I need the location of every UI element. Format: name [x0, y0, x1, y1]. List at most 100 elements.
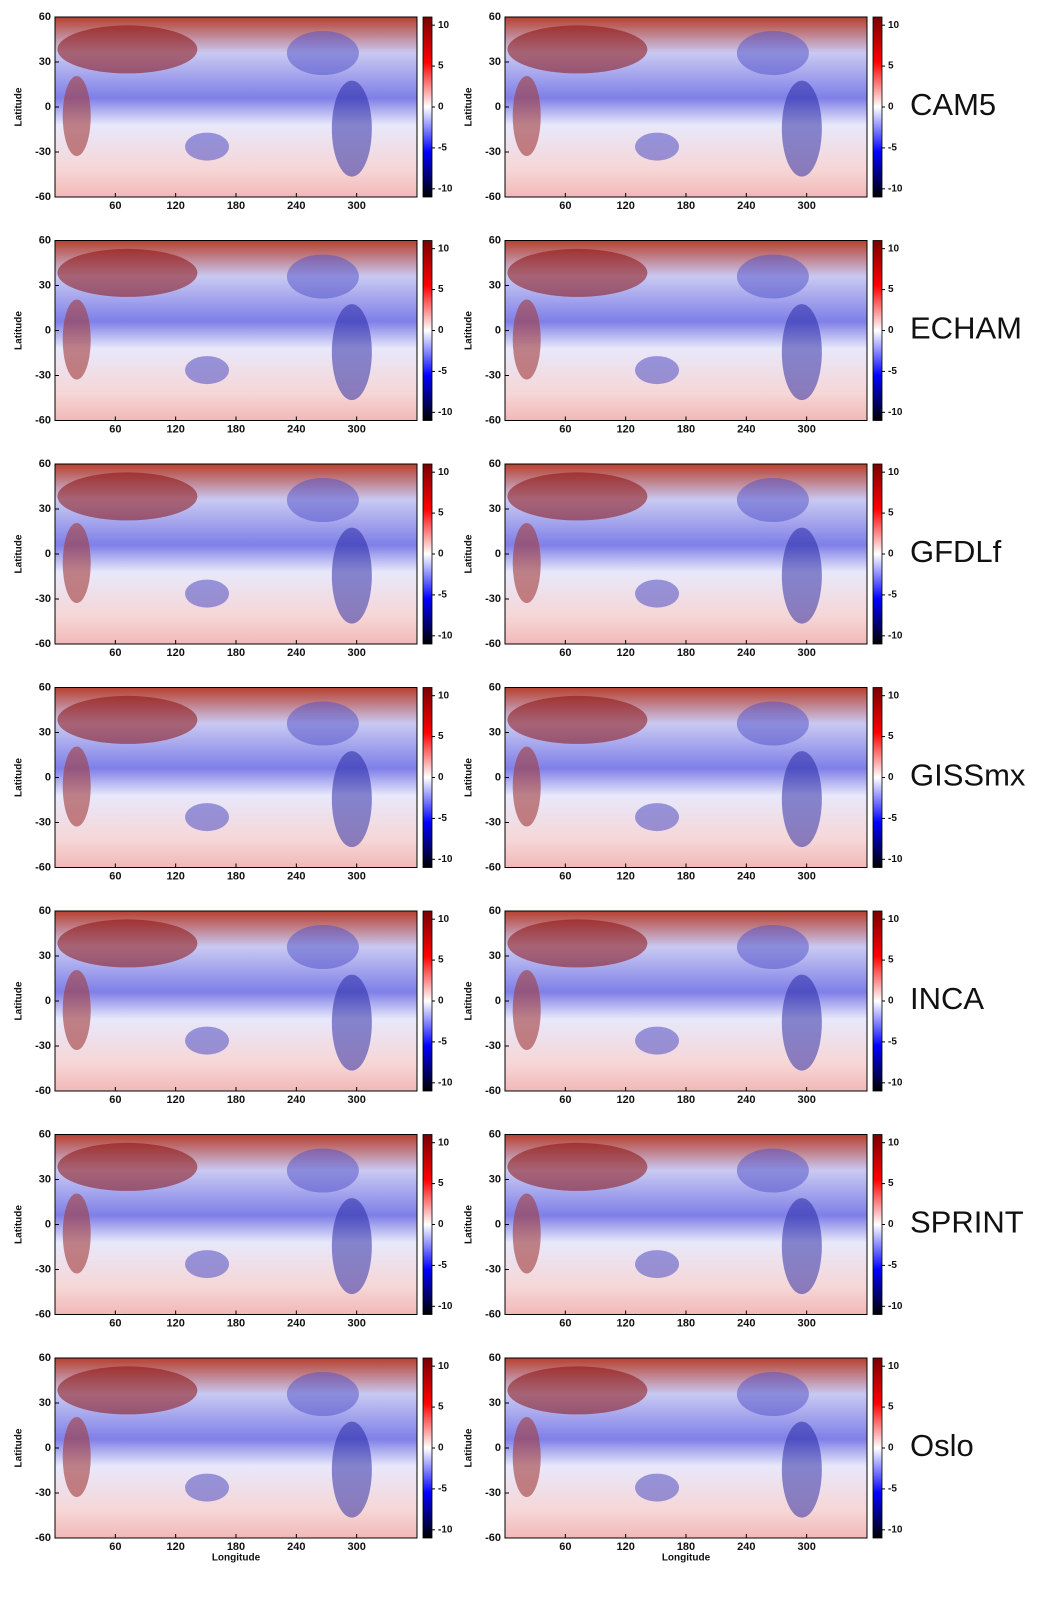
model-label: GFDLf [910, 534, 1002, 569]
continent [185, 1473, 230, 1502]
y-tick-label: 0 [45, 995, 51, 1007]
model-label: SPRINT [910, 1205, 1024, 1240]
x-tick-label: 300 [797, 1541, 815, 1553]
y-tick-label: 0 [495, 548, 501, 560]
colorbar-tick-label: 0 [888, 1443, 894, 1454]
continent [736, 31, 809, 75]
y-tick-label: 0 [495, 101, 501, 113]
continent [57, 919, 198, 968]
colorbar-tick-label: 10 [438, 243, 450, 254]
colorbar-tick-label: -5 [888, 1484, 897, 1495]
x-tick-label: 60 [559, 1317, 571, 1329]
x-tick-label: 120 [616, 870, 634, 882]
y-tick-label: 60 [39, 681, 51, 693]
continent [635, 1473, 680, 1502]
colorbar-tick-label: -5 [888, 1260, 897, 1271]
x-tick-label: 120 [166, 1317, 184, 1329]
colorbar-tick-label: 5 [888, 1178, 894, 1189]
colorbar-tick-label: 10 [438, 20, 450, 31]
colorbar-tick-label: 10 [438, 690, 450, 701]
y-tick-label: 60 [39, 234, 51, 246]
x-tick-label: 60 [109, 1317, 121, 1329]
continent [781, 304, 822, 401]
x-tick-label: 180 [227, 1094, 245, 1106]
continent [781, 1198, 822, 1295]
x-tick-label: 300 [797, 200, 815, 212]
x-tick-label: 60 [109, 1541, 121, 1553]
colorbar [872, 1134, 883, 1315]
colorbar-tick-label: 5 [888, 731, 894, 742]
colorbar-tick-label: 5 [888, 955, 894, 966]
x-tick-label: 240 [287, 423, 305, 435]
y-tick-label: 0 [45, 101, 51, 113]
continent [635, 356, 680, 385]
colorbar-tick-label: -10 [888, 1524, 903, 1535]
continent [286, 701, 359, 746]
continent [781, 751, 822, 848]
continent [62, 746, 91, 827]
y-axis-label: Latitude [14, 981, 25, 1020]
colorbar-tick-label: 10 [438, 1361, 450, 1372]
y-axis-label: Latitude [464, 311, 475, 350]
continent [512, 1193, 541, 1274]
y-tick-label: 30 [39, 1173, 51, 1185]
y-tick-label: -30 [485, 1263, 501, 1275]
colorbar-tick-label: -5 [438, 1484, 447, 1495]
y-tick-label: 0 [45, 1218, 51, 1230]
y-tick-label: 0 [495, 995, 501, 1007]
x-axis-label: Longitude [662, 1553, 711, 1564]
continent [286, 925, 359, 969]
y-tick-label: -30 [35, 1040, 51, 1052]
colorbar-tick-label: 10 [888, 914, 900, 925]
continent [781, 80, 822, 177]
y-tick-label: -30 [485, 146, 501, 158]
x-tick-label: 180 [227, 200, 245, 212]
colorbar-tick-label: 10 [888, 20, 900, 31]
continent [507, 472, 648, 521]
colorbar-tick-label: 10 [438, 1137, 450, 1148]
continent [62, 1193, 91, 1274]
x-tick-label: 120 [616, 1094, 634, 1106]
x-axis-label: Longitude [212, 1553, 261, 1564]
y-tick-label: -60 [485, 638, 501, 650]
x-tick-label: 240 [287, 1317, 305, 1329]
continent [331, 527, 372, 624]
y-tick-label: 0 [495, 324, 501, 336]
x-tick-label: 180 [677, 1317, 695, 1329]
x-tick-label: 300 [797, 423, 815, 435]
continent [57, 1366, 198, 1415]
x-tick-label: 300 [347, 200, 365, 212]
continent [185, 579, 230, 608]
x-tick-label: 60 [559, 200, 571, 212]
y-tick-label: 60 [489, 11, 501, 23]
continent [57, 248, 198, 297]
x-tick-label: 300 [797, 647, 815, 659]
colorbar-tick-label: 10 [888, 690, 900, 701]
x-tick-label: 240 [287, 1094, 305, 1106]
y-tick-label: 0 [495, 1442, 501, 1454]
continent [512, 76, 541, 156]
colorbar-tick-label: 0 [438, 549, 444, 560]
x-tick-label: 60 [559, 870, 571, 882]
x-tick-label: 120 [616, 647, 634, 659]
colorbar [872, 687, 883, 868]
y-tick-label: 30 [489, 1397, 501, 1409]
colorbar-tick-label: 0 [888, 996, 894, 1007]
continent [736, 1148, 809, 1193]
colorbar-tick-label: 5 [438, 1402, 444, 1413]
colorbar [872, 240, 883, 421]
model-label: ECHAM [910, 311, 1022, 346]
y-tick-label: -60 [35, 414, 51, 426]
colorbar-tick-label: -5 [888, 813, 897, 824]
colorbar-tick-label: 0 [438, 1443, 444, 1454]
colorbar-tick-label: 5 [438, 955, 444, 966]
continent [736, 1372, 809, 1416]
x-tick-label: 180 [227, 1541, 245, 1553]
x-tick-label: 120 [166, 870, 184, 882]
y-tick-label: -60 [485, 1085, 501, 1097]
y-tick-label: -30 [35, 146, 51, 158]
y-axis-label: Latitude [14, 1428, 25, 1467]
colorbar-tick-label: -5 [438, 1037, 447, 1048]
